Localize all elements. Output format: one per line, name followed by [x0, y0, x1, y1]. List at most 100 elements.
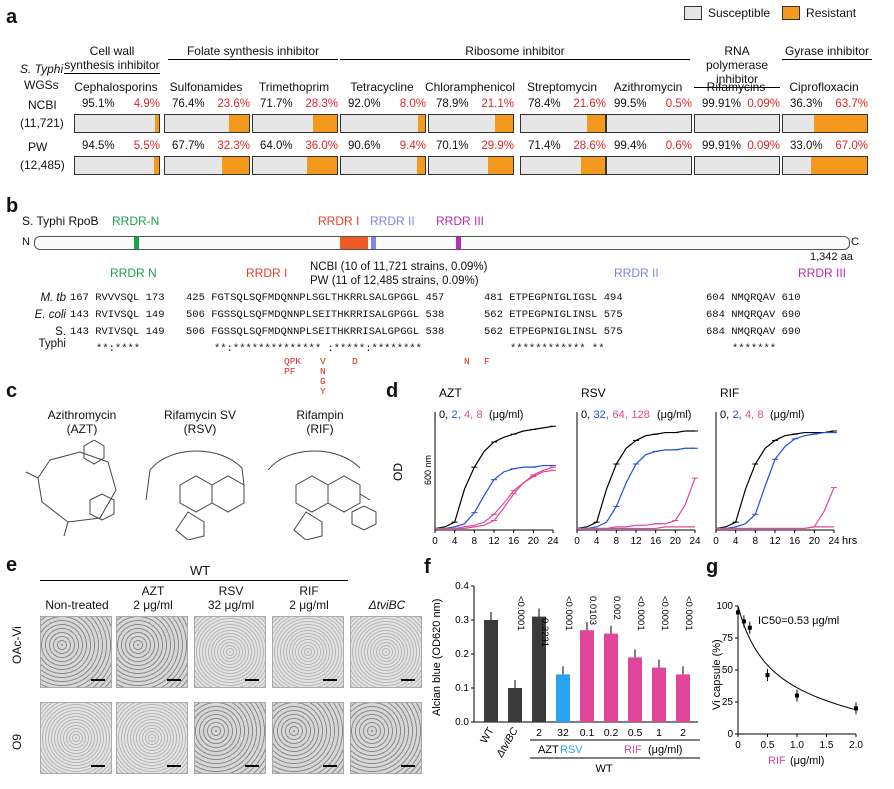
resistance-bar-1-1	[164, 156, 250, 175]
rrdr-iii-block	[456, 237, 461, 249]
chemical-structures	[25, 440, 377, 540]
rrdr-n-tag: RRDR-N	[112, 214, 160, 228]
wgs-head-1: S. Typhi	[20, 62, 64, 76]
micrograph-0-1	[116, 616, 188, 688]
rrdr-ii-block	[371, 237, 376, 249]
mutation-6: D	[352, 356, 358, 367]
f-bar-4	[580, 630, 594, 722]
xtick-label-0-4: 4	[452, 536, 458, 547]
resistance-bar-1-6	[606, 156, 692, 175]
res-pct-1-4: 29.9%	[481, 140, 514, 152]
sus-pct-1-4: 70.1%	[436, 140, 469, 152]
sus-pct-0-1: 76.4%	[172, 98, 205, 110]
seq-n-0: 167 RVVVSQL 173	[70, 292, 165, 304]
sus-pct-1-8: 33.0%	[790, 140, 823, 152]
resistant-fill-0-2	[313, 115, 337, 132]
resistance-bar-1-8	[782, 156, 868, 175]
dose-unit-2: (μg/ml)	[770, 409, 804, 421]
rrdr-n-heading: RRDR N	[110, 266, 157, 280]
resistance-bar-0-6	[606, 114, 692, 133]
seq-iii-2: 684 NMQRQAV 690	[706, 326, 801, 338]
drug-name-7: Rifamycins	[706, 80, 766, 94]
curve-2-0	[715, 430, 835, 530]
seq-n-1: 143 RVIVSQL 149	[70, 309, 165, 321]
f-ytick-label-0.4: 0.4	[455, 581, 469, 592]
dose-0-3: 8	[477, 409, 483, 421]
protein-length: 1,342 aa	[810, 251, 853, 263]
g-x-label: RIF	[768, 755, 786, 767]
sus-pct-0-6: 99.5%	[614, 98, 647, 110]
rifamycin-sv-structure	[145, 450, 245, 540]
f-bar-8	[676, 674, 690, 722]
seq-ii-2: 562 ETPEGPNIGLINSL 575	[484, 326, 623, 338]
res-pct-1-2: 36.0%	[305, 140, 338, 152]
mutation-3: N	[320, 366, 326, 377]
legend: Susceptible Resistant	[684, 6, 856, 20]
group-header-0: Cell wall synthesis inhibitor	[64, 44, 160, 74]
seq-n-2: 143 RVIVSQL 149	[70, 326, 165, 338]
res-pct-0-7: 0.09%	[747, 98, 780, 110]
subplot-title-1: RSV	[581, 386, 606, 400]
micrograph-0-4	[350, 616, 422, 688]
dose-2-0: 0,	[720, 409, 729, 421]
xtick-label-2-16: 16	[789, 536, 801, 547]
g-ytick-label-75: 75	[722, 633, 734, 644]
xtick-label-2-20: 20	[809, 536, 821, 547]
f-cat-3: 32	[557, 727, 569, 739]
wgs-head-2: WGSs	[24, 78, 59, 92]
row-count-0: (11,721)	[20, 116, 64, 130]
alcian-blue-bar-chart: 0.0 0.1 0.2 0.3 0.4 Alcian blue (OD620 nm) WT <…	[431, 581, 700, 775]
resistance-bar-0-1	[164, 114, 250, 133]
resistant-fill-0-0	[154, 115, 159, 132]
drug-name-5: Streptomycin	[526, 80, 598, 94]
rrdr-n-block	[134, 237, 139, 249]
resistant-fill-1-2	[306, 157, 337, 174]
resistant-fill-0-1	[229, 115, 249, 132]
resistant-fill-1-7	[778, 157, 779, 174]
c-terminus: C	[851, 236, 859, 248]
cons-ii: ************ **	[510, 343, 605, 355]
scale-bar-0-3	[323, 679, 337, 681]
rrdr-i-heading: RRDR I	[246, 266, 288, 280]
sus-pct-1-2: 64.0%	[260, 140, 293, 152]
y-axis-sub: 600 nm	[423, 455, 433, 485]
scale-bar-0-1	[167, 679, 181, 681]
micrograph-0-3	[272, 616, 344, 688]
res-pct-1-3: 9.4%	[399, 140, 426, 152]
resistance-bar-1-0	[74, 156, 160, 175]
g-fit-curve	[737, 605, 857, 711]
sus-pct-1-3: 90.6%	[348, 140, 381, 152]
group-header-1: Folate synthesis inhibitor	[168, 44, 338, 60]
sus-pct-0-7: 99.91%	[702, 98, 742, 110]
seq-i-0: 425 FGTSQLSQFMDQNNPLSGLTHKRRLSALGPGGL 45…	[186, 292, 445, 304]
res-pct-1-5: 28.6%	[573, 140, 606, 152]
xtick-label-1-8: 8	[614, 536, 620, 547]
legend-resistant: Resistant	[806, 6, 857, 20]
micrograph-1-4	[350, 702, 422, 774]
f-cat-2: 2	[536, 727, 542, 739]
xtick-label-1-20: 20	[670, 536, 682, 547]
scale-bar-0-2	[245, 679, 259, 681]
seq-i-1: 506 FGSSQLSQFMDQNNPLSEITHKRRISALGPGGL 53…	[186, 309, 445, 321]
azithromycin-structure	[25, 440, 117, 537]
resistant-fill-1-4	[487, 157, 513, 174]
xtick-label-1-0: 0	[574, 536, 580, 547]
wt-underline	[40, 580, 348, 581]
f-cat-5: 0.2	[604, 727, 619, 739]
f-cat-8: 2	[680, 727, 686, 739]
resistance-bar-1-2	[252, 156, 338, 175]
resistant-fill-1-0	[154, 157, 159, 174]
group-header-3: RNA polymerase inhibitor	[694, 44, 780, 88]
resistant-swatch	[782, 6, 801, 20]
xtick-label-2-8: 8	[753, 536, 759, 547]
f-pvalue-3: <0.0001	[563, 596, 574, 631]
sus-pct-1-7: 99.91%	[702, 140, 742, 152]
g-xtick-label-2: 1.0	[790, 740, 804, 751]
col-dose-2: 32 μg/ml	[207, 598, 255, 612]
curve-1-3	[577, 526, 695, 530]
dose-0-0: 0,	[439, 409, 448, 421]
resistant-fill-0-6	[690, 115, 691, 132]
f-ytick-label-0.3: 0.3	[455, 615, 469, 626]
res-pct-0-1: 23.6%	[217, 98, 250, 110]
